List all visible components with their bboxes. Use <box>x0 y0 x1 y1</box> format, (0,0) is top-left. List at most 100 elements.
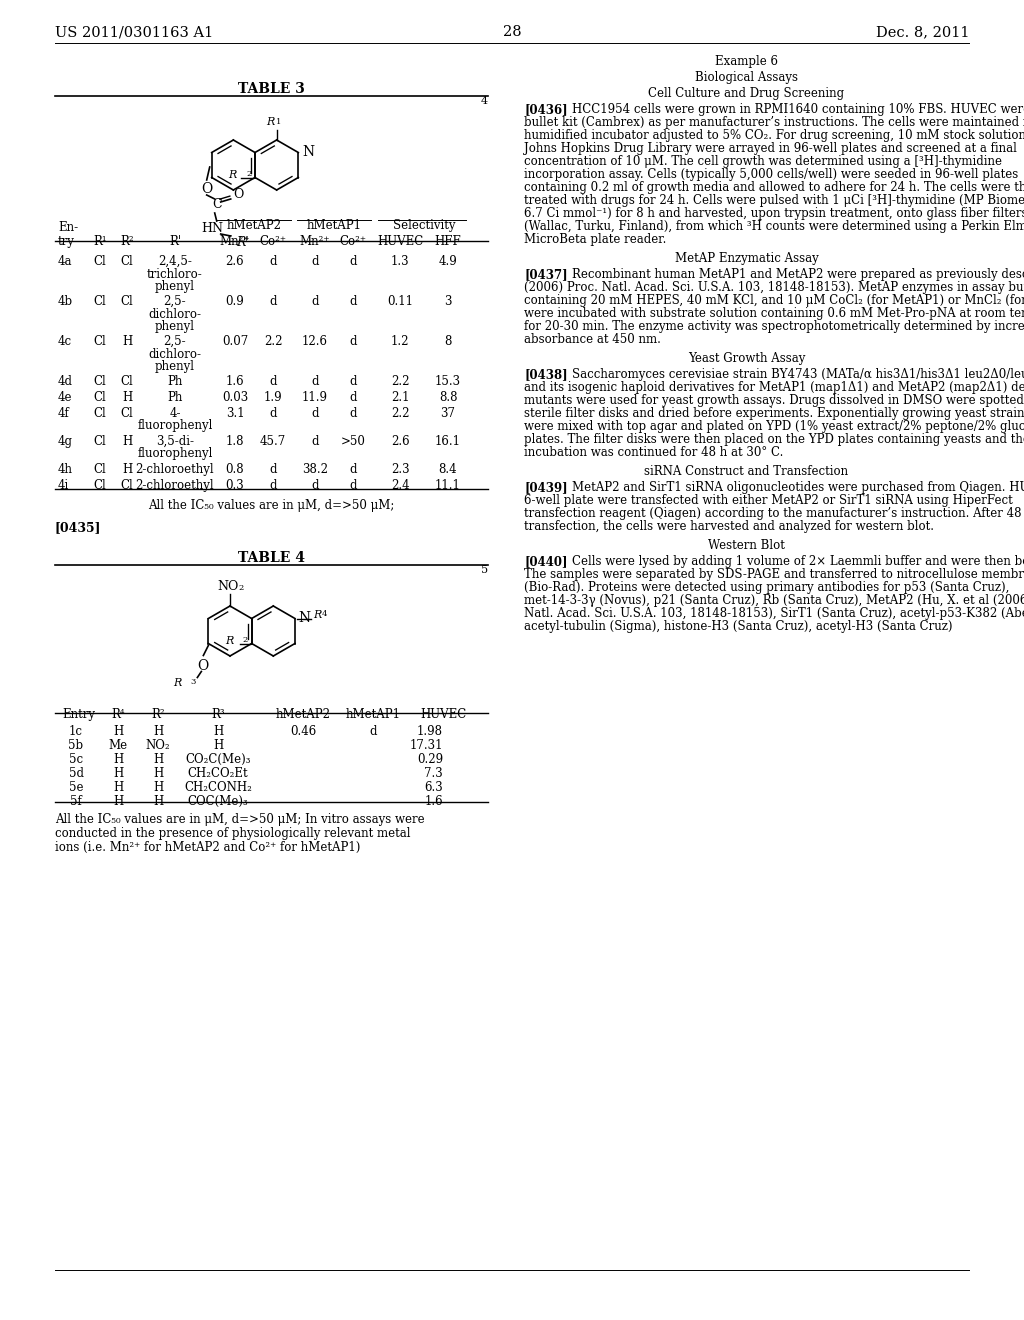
Text: were incubated with substrate solution containing 0.6 mM Met-Pro-pNA at room tem: were incubated with substrate solution c… <box>524 308 1024 319</box>
Text: HUVEC: HUVEC <box>420 708 466 721</box>
Text: 2-chloroethyl: 2-chloroethyl <box>136 479 214 492</box>
Text: 4f: 4f <box>58 407 70 420</box>
Text: H: H <box>113 767 123 780</box>
Text: 4-: 4- <box>169 407 181 420</box>
Text: ions (i.e. Mn²⁺ for hMetAP2 and Co²⁺ for hMetAP1): ions (i.e. Mn²⁺ for hMetAP2 and Co²⁺ for… <box>55 841 360 854</box>
Text: d: d <box>269 375 276 388</box>
Text: US 2011/0301163 A1: US 2011/0301163 A1 <box>55 25 213 40</box>
Text: R: R <box>313 610 322 620</box>
Text: 3.1: 3.1 <box>225 407 245 420</box>
Text: d: d <box>349 335 356 348</box>
Text: 8.8: 8.8 <box>438 391 458 404</box>
Text: 2.1: 2.1 <box>391 391 410 404</box>
Text: 6.7 Ci mmol⁻¹) for 8 h and harvested, upon trypsin treatment, onto glass fiber f: 6.7 Ci mmol⁻¹) for 8 h and harvested, up… <box>524 207 1024 220</box>
Text: HFF: HFF <box>434 235 462 248</box>
Text: H: H <box>153 795 163 808</box>
Text: containing 0.2 ml of growth media and allowed to adhere for 24 h. The cells were: containing 0.2 ml of growth media and al… <box>524 181 1024 194</box>
Text: Biological Assays: Biological Assays <box>695 71 798 84</box>
Text: Cl: Cl <box>121 255 133 268</box>
Text: CH₂CO₂Et: CH₂CO₂Et <box>187 767 248 780</box>
Text: [0435]: [0435] <box>55 521 101 535</box>
Text: 15.3: 15.3 <box>435 375 461 388</box>
Text: trichloro-: trichloro- <box>147 268 203 281</box>
Text: Ph: Ph <box>167 375 182 388</box>
Text: 1.6: 1.6 <box>225 375 245 388</box>
Text: HN: HN <box>202 222 223 235</box>
Text: incubation was continued for 48 h at 30° C.: incubation was continued for 48 h at 30°… <box>524 446 783 459</box>
Text: 5e: 5e <box>69 781 83 795</box>
Text: Recombinant human MetAP1 and MetAP2 were prepared as previously described (Hu, X: Recombinant human MetAP1 and MetAP2 were… <box>572 268 1024 281</box>
Text: hMetAP1: hMetAP1 <box>306 219 361 232</box>
Text: 2.2: 2.2 <box>264 335 283 348</box>
Text: Entry: Entry <box>62 708 95 721</box>
Text: concentration of 10 μM. The cell growth was determined using a [³H]-thymidine: concentration of 10 μM. The cell growth … <box>524 154 1002 168</box>
Text: H: H <box>113 752 123 766</box>
Text: fluorophenyl: fluorophenyl <box>137 447 213 461</box>
Text: 16.1: 16.1 <box>435 436 461 447</box>
Text: H: H <box>122 391 132 404</box>
Text: Cell Culture and Drug Screening: Cell Culture and Drug Screening <box>648 87 845 100</box>
Text: 1.3: 1.3 <box>391 255 410 268</box>
Text: sterile filter disks and dried before experiments. Exponentially growing yeast s: sterile filter disks and dried before ex… <box>524 407 1024 420</box>
Text: 2.2: 2.2 <box>391 407 410 420</box>
Text: 4b: 4b <box>58 294 73 308</box>
Text: dichloro-: dichloro- <box>148 308 202 321</box>
Text: 2: 2 <box>243 635 248 644</box>
Text: CO₂C(Me)₃: CO₂C(Me)₃ <box>185 752 251 766</box>
Text: Cl: Cl <box>121 294 133 308</box>
Text: 5f: 5f <box>70 795 82 808</box>
Text: H: H <box>122 335 132 348</box>
Text: Dec. 8, 2011: Dec. 8, 2011 <box>876 25 969 40</box>
Text: R²: R² <box>120 235 134 248</box>
Text: 1: 1 <box>275 117 281 125</box>
Text: d: d <box>349 479 356 492</box>
Text: 4.9: 4.9 <box>438 255 458 268</box>
Text: Cl: Cl <box>121 375 133 388</box>
Text: and its isogenic haploid derivatives for MetAP1 (map1Δ1) and MetAP2 (map2Δ1) del: and its isogenic haploid derivatives for… <box>524 381 1024 393</box>
Text: MicroBeta plate reader.: MicroBeta plate reader. <box>524 234 667 246</box>
Text: treated with drugs for 24 h. Cells were pulsed with 1 μCi [³H]-thymidine (MP Bio: treated with drugs for 24 h. Cells were … <box>524 194 1024 207</box>
Text: Cl: Cl <box>93 391 106 404</box>
Text: Cl: Cl <box>121 407 133 420</box>
Text: O: O <box>233 189 244 202</box>
Text: MetAP Enzymatic Assay: MetAP Enzymatic Assay <box>675 252 818 265</box>
Text: En-: En- <box>58 220 78 234</box>
Text: 3,5-di-: 3,5-di- <box>156 436 194 447</box>
Text: d: d <box>311 294 318 308</box>
Text: Cl: Cl <box>93 436 106 447</box>
Text: 5c: 5c <box>69 752 83 766</box>
Text: Co²⁺: Co²⁺ <box>259 235 287 248</box>
Text: Mn²⁺: Mn²⁺ <box>300 235 331 248</box>
Text: Co²⁺: Co²⁺ <box>340 235 367 248</box>
Text: 4a: 4a <box>58 255 73 268</box>
Text: 2,5-: 2,5- <box>164 294 186 308</box>
Text: 2.6: 2.6 <box>225 255 245 268</box>
Text: H: H <box>213 725 223 738</box>
Text: d: d <box>349 375 356 388</box>
Text: 28: 28 <box>503 25 521 40</box>
Text: (2006) Proc. Natl. Acad. Sci. U.S.A. 103, 18148-18153). MetAP enzymes in assay b: (2006) Proc. Natl. Acad. Sci. U.S.A. 103… <box>524 281 1024 294</box>
Text: transfection, the cells were harvested and analyzed for western blot.: transfection, the cells were harvested a… <box>524 520 934 533</box>
Text: 2,4,5-: 2,4,5- <box>158 255 191 268</box>
Text: 11.1: 11.1 <box>435 479 461 492</box>
Text: R: R <box>228 169 237 180</box>
Text: H: H <box>113 795 123 808</box>
Text: 2.6: 2.6 <box>391 436 410 447</box>
Text: hMetAP2: hMetAP2 <box>226 219 282 232</box>
Text: [0437]: [0437] <box>524 268 567 281</box>
Text: Cl: Cl <box>93 407 106 420</box>
Text: R⁴: R⁴ <box>112 708 125 721</box>
Text: d: d <box>311 436 318 447</box>
Text: d: d <box>269 294 276 308</box>
Text: 2: 2 <box>246 169 251 177</box>
Text: dichloro-: dichloro- <box>148 347 202 360</box>
Text: NO: NO <box>217 579 239 593</box>
Text: incorporation assay. Cells (typically 5,000 cells/well) were seeded in 96-well p: incorporation assay. Cells (typically 5,… <box>524 168 1018 181</box>
Text: MetAP2 and SirT1 siRNA oligonucleotides were purchased from Qiagen. HUVECs growi: MetAP2 and SirT1 siRNA oligonucleotides … <box>572 480 1024 494</box>
Text: 5b: 5b <box>69 739 84 752</box>
Text: d: d <box>349 463 356 477</box>
Text: d: d <box>349 294 356 308</box>
Text: 6-well plate were transfected with either MetAP2 or SirT1 siRNA using HiperFect: 6-well plate were transfected with eithe… <box>524 494 1013 507</box>
Text: Mn²⁺: Mn²⁺ <box>220 235 250 248</box>
Text: hMetAP1: hMetAP1 <box>345 708 400 721</box>
